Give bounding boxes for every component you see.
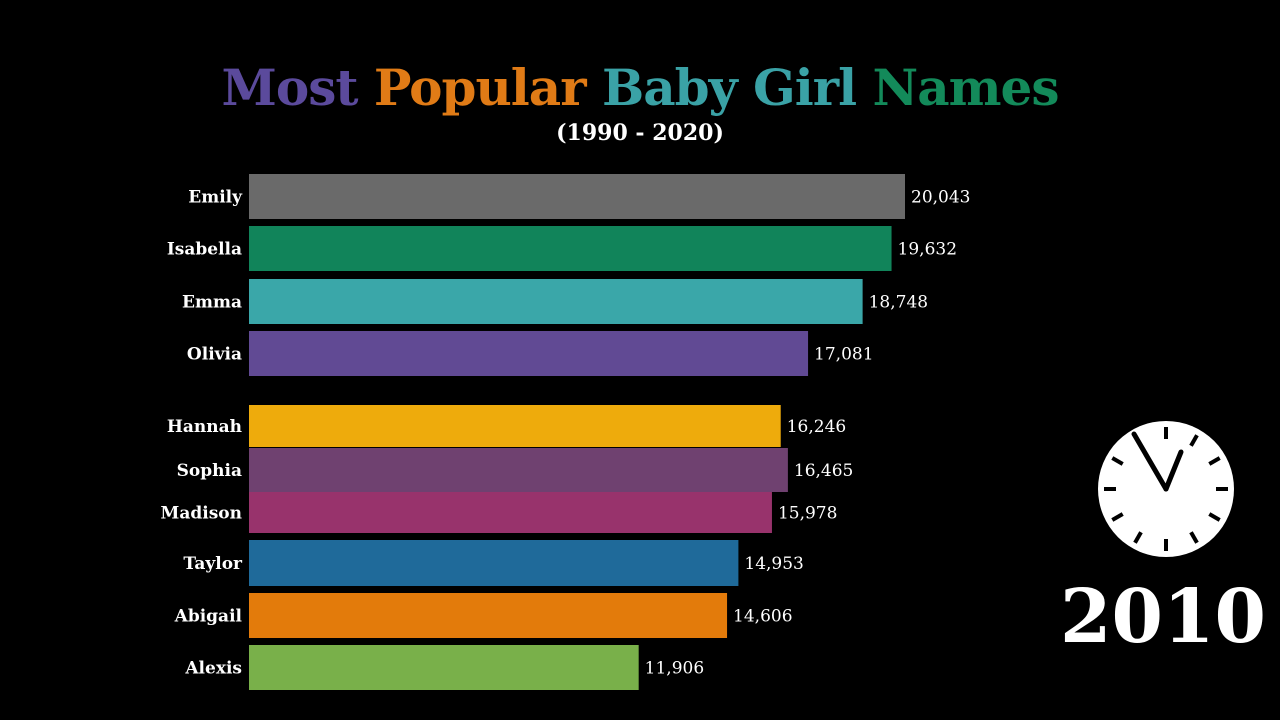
value-label: 19,632 [898,240,957,260]
clock-tick [1189,434,1199,447]
bar-emma [249,279,863,324]
value-label: 16,465 [794,461,853,481]
category-label: Olivia [187,345,242,365]
title-word-baby-girl: Baby Girl [601,58,857,117]
title-word-most: Most [221,58,359,117]
clock-minute-hand [1131,431,1169,492]
category-label: Madison [161,504,242,524]
value-label: 18,748 [869,293,928,313]
bar-chart: Emily 20,043 Isabella 19,632 Emma 18,748 Olivi… [161,174,970,690]
year-label: 2010 [1060,574,1266,660]
value-label: 20,043 [911,188,970,208]
bar-hannah [249,405,781,447]
clock-icon [1098,421,1234,557]
category-label: Emily [188,188,243,208]
value-label: 11,906 [645,659,704,679]
value-label: 16,246 [787,417,846,437]
value-label: 15,978 [778,504,837,524]
value-label: 17,081 [814,345,873,365]
value-label: 14,606 [733,607,792,627]
clock-tick [1208,456,1221,466]
category-label: Abigail [174,607,243,627]
category-label: Hannah [167,417,242,437]
clock-tick [1208,512,1221,522]
bar-emily [249,174,905,219]
clock-tick [1133,531,1143,544]
category-label: Sophia [177,461,242,481]
bar-abigail [249,593,728,638]
clock-hour-hand [1163,449,1184,492]
title-word-names: Names [872,58,1060,117]
category-label: Taylor [183,554,243,574]
bar-isabella [249,226,892,271]
clock-tick [1189,531,1199,544]
category-label: Isabella [167,240,242,260]
category-label: Alexis [184,659,242,679]
bar-olivia [249,331,809,376]
bar-sophia [249,448,788,492]
bar-taylor [249,540,739,586]
chart-subtitle: (1990 - 2020) [556,120,724,146]
title-word-popular: Popular [373,58,587,117]
clock-tick [1111,456,1124,466]
category-label: Emma [182,293,242,313]
bar-alexis [249,645,639,690]
value-label: 14,953 [744,554,803,574]
bar-madison [249,492,772,533]
clock-tick [1111,512,1124,522]
chart-title: Most Popular Baby Girl Names [0,58,1280,117]
